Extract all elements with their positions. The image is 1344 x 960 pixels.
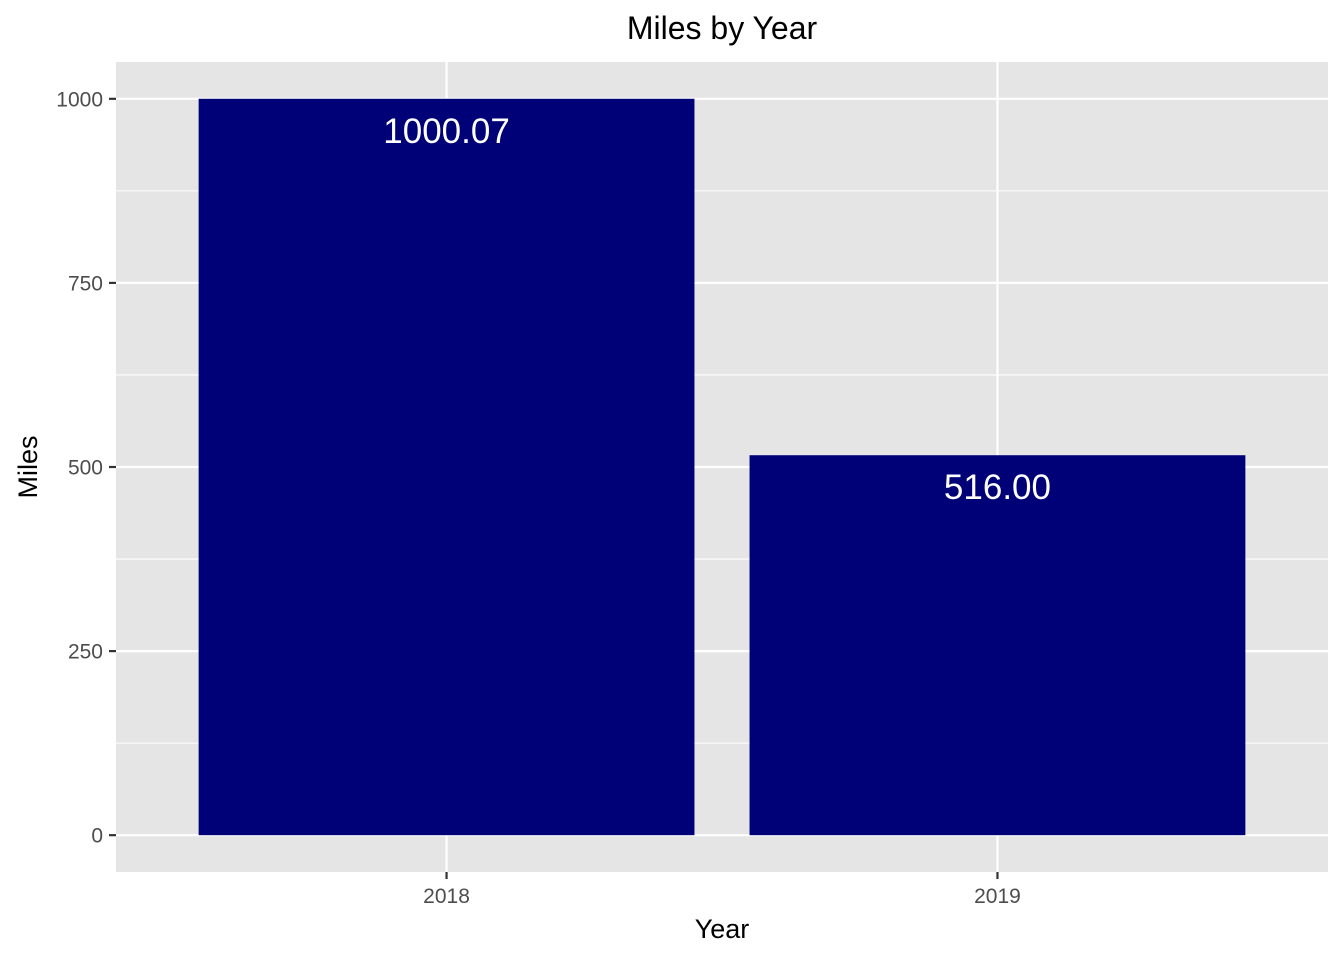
data-labels: 1000.07 516.00 <box>383 112 1051 507</box>
x-axis-title: Year <box>695 914 750 944</box>
data-label-2018: 1000.07 <box>383 112 510 151</box>
bar-2018 <box>198 98 695 836</box>
y-tick-label: 750 <box>68 272 103 295</box>
y-axis: 0 250 500 750 1000 <box>56 88 116 848</box>
y-tick-label: 0 <box>91 825 103 848</box>
x-tick-label: 2018 <box>423 885 470 908</box>
y-tick-label: 500 <box>68 457 103 480</box>
chart-title: Miles by Year <box>627 10 818 46</box>
y-tick-label: 250 <box>68 641 103 664</box>
x-axis: 2018 2019 <box>423 872 1021 908</box>
y-tick-label: 1000 <box>56 88 103 111</box>
bar-2019 <box>749 455 1246 836</box>
bars <box>198 98 1246 836</box>
x-tick-label: 2019 <box>974 885 1021 908</box>
data-label-2019: 516.00 <box>944 468 1051 507</box>
y-axis-title: Miles <box>13 435 43 498</box>
